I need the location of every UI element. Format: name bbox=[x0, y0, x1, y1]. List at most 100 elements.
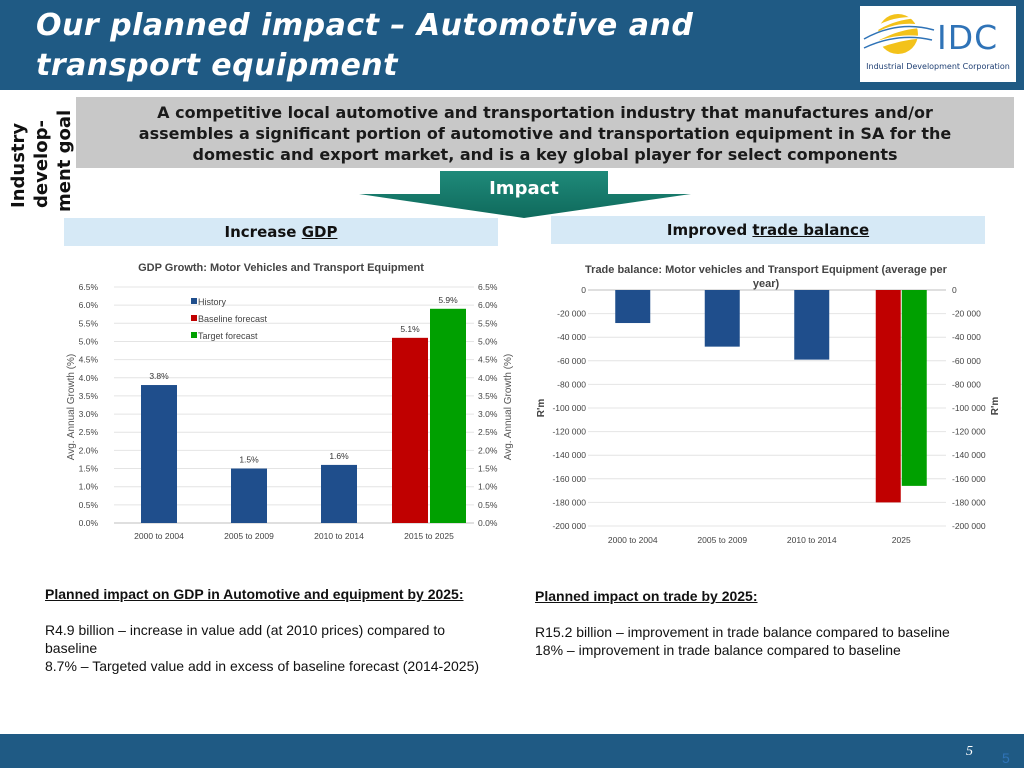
logo-subtitle: Industrial Development Corporation bbox=[866, 62, 1010, 71]
idc-logo: IDC Industrial Development Corporation bbox=[860, 6, 1016, 82]
trade-ytick-left: -40 000 bbox=[557, 332, 586, 342]
gdp-ytick-right: 6.0% bbox=[478, 300, 498, 310]
gdp-ytick-right: 0.5% bbox=[478, 500, 498, 510]
trade-y-axis-label-right: R'm bbox=[990, 397, 1001, 416]
trade-ytick-left: 0 bbox=[581, 285, 586, 295]
slide-title: Our planned impact – Automotive and tran… bbox=[36, 6, 796, 86]
trade-bar bbox=[615, 290, 651, 324]
gdp-ytick-right: 1.5% bbox=[478, 464, 498, 474]
gdp-ytick-right: 4.0% bbox=[478, 373, 498, 383]
trade-category-label: 2005 to 2009 bbox=[697, 535, 747, 545]
gdp-ytick-left: 6.0% bbox=[79, 300, 99, 310]
gdp-data-label: 5.9% bbox=[438, 295, 458, 305]
gdp-bar bbox=[231, 468, 267, 523]
gdp-y-axis-label: Avg. Annual Growth (%) bbox=[66, 354, 77, 461]
gdp-bar bbox=[392, 337, 428, 523]
trade-impact-line-1: R15.2 billion – improvement in trade bal… bbox=[535, 624, 950, 640]
side-label-line-3: ment goal bbox=[54, 110, 75, 212]
trade-chart-title-line-2: year) bbox=[753, 278, 780, 290]
gdp-ytick-left: 5.0% bbox=[79, 336, 99, 346]
gdp-ytick-left: 0.0% bbox=[79, 518, 99, 528]
legend-history-label: History bbox=[198, 297, 227, 307]
gdp-ytick-right: 5.0% bbox=[478, 336, 498, 346]
legend-baseline-label: Baseline forecast bbox=[198, 314, 268, 324]
gdp-chart-title: GDP Growth: Motor Vehicles and Transport… bbox=[138, 262, 424, 274]
impact-label: Impact bbox=[489, 178, 559, 199]
increase-gdp-band: Increase GDP bbox=[64, 218, 498, 246]
gdp-category-label: 2000 to 2004 bbox=[134, 531, 184, 541]
gdp-ytick-left: 3.0% bbox=[79, 409, 99, 419]
side-label: Industry develop- ment goal bbox=[2, 98, 76, 218]
goal-statement: A competitive local automotive and trans… bbox=[76, 102, 1014, 165]
legend-target-label: Target forecast bbox=[198, 331, 258, 341]
trade-category-label: 2025 bbox=[892, 535, 911, 545]
gdp-ytick-left: 4.5% bbox=[79, 355, 99, 365]
gdp-bar bbox=[141, 385, 177, 523]
trade-y-axis-label: R'm bbox=[536, 399, 547, 418]
trade-balance-band: Improved trade balance bbox=[551, 216, 985, 244]
gdp-band-prefix: Increase bbox=[224, 223, 302, 241]
goal-line-1: A competitive local automotive and trans… bbox=[157, 103, 933, 122]
gdp-bar bbox=[321, 464, 357, 523]
trade-ytick-right: 0 bbox=[952, 285, 957, 295]
gdp-category-label: 2015 to 2025 bbox=[404, 531, 454, 541]
trade-ytick-left: -100 000 bbox=[552, 403, 586, 413]
title-line-2: transport equipment bbox=[36, 48, 398, 83]
gdp-category-label: 2010 to 2014 bbox=[314, 531, 364, 541]
trade-ytick-left: -180 000 bbox=[552, 497, 586, 507]
gdp-ytick-right: 2.0% bbox=[478, 445, 498, 455]
trade-ytick-right: -100 000 bbox=[952, 403, 986, 413]
gdp-data-label: 1.5% bbox=[239, 455, 259, 465]
gdp-data-label: 3.8% bbox=[149, 371, 169, 381]
trade-ytick-left: -160 000 bbox=[552, 474, 586, 484]
page-number: 5 bbox=[966, 744, 973, 759]
trade-band-emph: trade balance bbox=[752, 221, 870, 239]
side-label-line-2: develop- bbox=[31, 120, 52, 208]
trade-ytick-right: -60 000 bbox=[952, 356, 981, 366]
gdp-impact-line-3: 8.7% – Targeted value add in excess of b… bbox=[45, 658, 480, 674]
gdp-ytick-right: 2.5% bbox=[478, 427, 498, 437]
trade-bar bbox=[704, 290, 740, 347]
trade-ytick-right: -80 000 bbox=[952, 379, 981, 389]
trade-ytick-left: -140 000 bbox=[552, 450, 586, 460]
trade-ytick-right: -40 000 bbox=[952, 332, 981, 342]
trade-ytick-left: -80 000 bbox=[557, 379, 586, 389]
logo-text: IDC bbox=[937, 18, 999, 57]
gdp-impact-line-2: baseline bbox=[45, 640, 98, 656]
side-label-line-1: Industry bbox=[8, 123, 29, 208]
gdp-ytick-right: 0.0% bbox=[478, 518, 498, 528]
gdp-ytick-right: 4.5% bbox=[478, 355, 498, 365]
gdp-impact-line-1: R4.9 billion – increase in value add (at… bbox=[45, 622, 446, 638]
trade-bar bbox=[875, 290, 901, 503]
gdp-y-axis-label-right: Avg. Annual Growth (%) bbox=[503, 354, 514, 461]
trade-ytick-right: -120 000 bbox=[952, 427, 986, 437]
goal-statement-box: A competitive local automotive and trans… bbox=[76, 97, 1014, 168]
trade-ytick-left: -60 000 bbox=[557, 356, 586, 366]
trade-impact-heading: Planned impact on trade by 2025: bbox=[535, 588, 758, 604]
trade-category-label: 2010 to 2014 bbox=[787, 535, 837, 545]
gdp-ytick-left: 1.5% bbox=[79, 464, 99, 474]
gdp-growth-chart: GDP Growth: Motor Vehicles and Transport… bbox=[66, 262, 514, 541]
trade-bar bbox=[794, 290, 830, 360]
gdp-impact-heading: Planned impact on GDP in Automotive and … bbox=[45, 586, 464, 602]
logo-globe-icon bbox=[863, 14, 935, 54]
legend-history-swatch bbox=[191, 298, 197, 304]
legend-baseline-swatch bbox=[191, 315, 197, 321]
gdp-ytick-right: 3.5% bbox=[478, 391, 498, 401]
gdp-ytick-left: 1.0% bbox=[79, 482, 99, 492]
gdp-ytick-left: 4.0% bbox=[79, 373, 99, 383]
trade-ytick-right: -180 000 bbox=[952, 497, 986, 507]
trade-ytick-right: -200 000 bbox=[952, 521, 986, 531]
gdp-data-label: 1.6% bbox=[329, 451, 349, 461]
gdp-legend: History Baseline forecast Target forecas… bbox=[191, 297, 268, 341]
gdp-ytick-left: 2.0% bbox=[79, 445, 99, 455]
trade-impact-text: Planned impact on trade by 2025: R15.2 b… bbox=[535, 587, 1005, 659]
gdp-category-label: 2005 to 2009 bbox=[224, 531, 274, 541]
gdp-bar bbox=[430, 308, 466, 523]
page-number-corner: 5 bbox=[1002, 750, 1010, 766]
trade-ytick-left: -20 000 bbox=[557, 309, 586, 319]
gdp-ytick-left: 3.5% bbox=[79, 391, 99, 401]
gdp-band-emph: GDP bbox=[301, 223, 338, 241]
trade-impact-line-2: 18% – improvement in trade balance compa… bbox=[535, 642, 901, 658]
gdp-ytick-left: 0.5% bbox=[79, 500, 99, 510]
